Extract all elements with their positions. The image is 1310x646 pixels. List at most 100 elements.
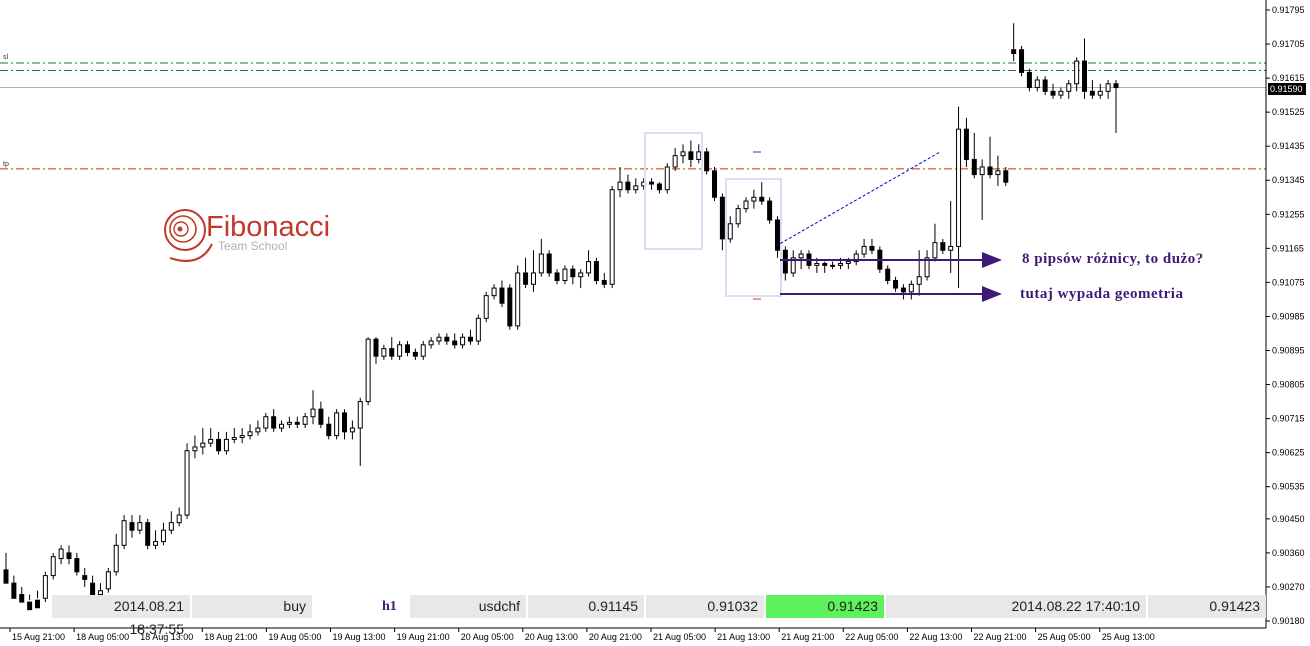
candle-bull: [381, 348, 387, 357]
candle-bull: [1074, 60, 1080, 85]
candle-bear: [782, 249, 788, 274]
y-tick-label: 0.90450: [1272, 514, 1305, 524]
candle-bear: [546, 253, 552, 274]
candle-bear: [1011, 49, 1017, 55]
candle-bull: [97, 590, 103, 596]
candle-bear: [3, 569, 9, 584]
candle-bear: [342, 412, 348, 433]
candle-bull: [696, 151, 702, 160]
candle-bear: [767, 200, 773, 221]
candle-bull: [475, 317, 481, 342]
candle-bull: [979, 166, 985, 176]
x-tick-label: 18 Aug 21:00: [204, 632, 257, 642]
candle-bull: [365, 338, 371, 403]
y-tick-label: 0.91525: [1272, 107, 1305, 117]
candle-bull: [515, 272, 521, 327]
candle-bear: [145, 522, 151, 546]
candle-bull: [995, 170, 1001, 176]
candle-bear: [523, 272, 529, 285]
candle-bull: [192, 446, 198, 452]
candle-bull: [680, 151, 686, 157]
candle-bear: [719, 196, 725, 240]
candle-bull: [948, 245, 954, 251]
horizontal-levels: [0, 62, 1266, 170]
candle-bear: [893, 280, 899, 289]
current-price-label: 0.91590: [1270, 84, 1303, 94]
annotation-geometry: tutaj wypada geometria: [1020, 286, 1183, 302]
candle-bull: [279, 423, 285, 429]
candle-bull: [491, 287, 497, 297]
candle-bull: [137, 522, 143, 531]
y-tick-label: 0.90715: [1272, 414, 1305, 424]
candle-bear: [34, 599, 40, 609]
candle-bull: [845, 261, 851, 264]
candle-bull: [672, 155, 678, 168]
y-tick-label: 0.91345: [1272, 175, 1305, 185]
candle-bull: [247, 431, 253, 437]
info-open-price: 0.91145: [528, 595, 644, 618]
candle-bull: [924, 257, 930, 278]
info-stop-loss: 0.91032: [646, 595, 764, 618]
info-timeframe: h1: [382, 599, 397, 614]
candle-bull: [798, 253, 804, 259]
candle-bear: [499, 287, 505, 304]
candle-bull: [1034, 79, 1040, 89]
candle-bull: [286, 421, 292, 425]
x-tick-label: 22 Aug 05:00: [845, 632, 898, 642]
x-tick-label: 19 Aug 05:00: [268, 632, 321, 642]
candle-bear: [712, 170, 718, 198]
candle-bull: [168, 522, 174, 531]
candle-bull: [538, 253, 544, 274]
y-tick-label: 0.91435: [1272, 141, 1305, 151]
x-tick-label: 20 Aug 13:00: [525, 632, 578, 642]
y-tick-label: 0.91165: [1272, 243, 1304, 253]
candle-bear: [1003, 170, 1009, 183]
candle-bull: [932, 242, 938, 259]
y-tick-label: 0.91705: [1272, 39, 1305, 49]
candle-bear: [625, 181, 631, 191]
candle-bull: [735, 208, 741, 225]
candle-bull: [176, 514, 182, 524]
candle-bear: [570, 268, 576, 278]
candle-bear: [467, 336, 473, 342]
candles-layer: [3, 23, 1119, 611]
candle-bull: [357, 401, 363, 429]
candle-bear: [869, 245, 875, 251]
candle-bear: [82, 575, 88, 580]
candle-bear: [1082, 60, 1088, 92]
y-tick-label: 0.90535: [1272, 482, 1305, 492]
candle-bull: [530, 272, 536, 285]
candle-bear: [412, 351, 418, 357]
info-take-profit: 0.91423: [766, 595, 884, 618]
x-tick-label: 22 Aug 13:00: [909, 632, 962, 642]
y-tick-label: 0.90360: [1272, 548, 1305, 558]
current-price-marker: 0.91590: [1268, 83, 1306, 95]
candle-bull: [633, 185, 639, 191]
x-tick-label: 21 Aug 05:00: [653, 632, 706, 642]
candle-bear: [940, 242, 946, 251]
candle-bull: [310, 408, 316, 418]
candle-bull: [837, 262, 843, 266]
y-tick-label: 0.91255: [1272, 209, 1305, 219]
candle-bull: [916, 276, 922, 285]
candle-bear: [404, 344, 410, 353]
x-tick-label: 22 Aug 21:00: [974, 632, 1027, 642]
candle-bear: [66, 552, 72, 560]
candle-bear: [74, 558, 80, 573]
candle-bull: [664, 166, 670, 191]
sl-label: sl: [3, 54, 9, 61]
candle-bear: [294, 421, 300, 425]
x-tick-label: 15 Aug 21:00: [12, 632, 65, 642]
candle-bull: [790, 257, 796, 274]
candle-bear: [593, 261, 599, 282]
logo-subtitle: Team School: [218, 239, 287, 253]
candle-bear: [11, 582, 17, 599]
candle-bear: [373, 338, 379, 357]
candle-bull: [814, 262, 820, 266]
candle-bull: [302, 416, 308, 425]
candle-bull: [420, 344, 426, 357]
x-tick-label: 18 Aug 05:00: [76, 632, 129, 642]
info-open-time: 2014.08.21 18:37:55: [52, 595, 190, 637]
dotted-trendline: [775, 151, 941, 247]
candle-bull: [830, 264, 836, 267]
